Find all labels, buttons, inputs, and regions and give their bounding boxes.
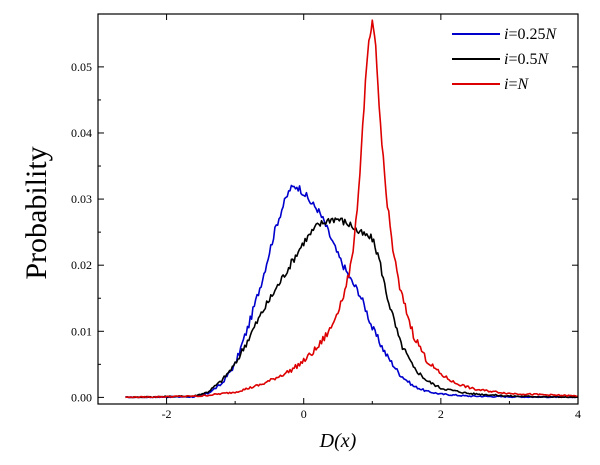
y-axis-title: Probability xyxy=(20,146,53,279)
y-tick-label: 0.02 xyxy=(71,258,92,272)
series-lines xyxy=(125,19,579,399)
legend: i=0.25N i=0.5N i=N xyxy=(452,26,557,93)
y-tick-label: 0.04 xyxy=(71,126,92,140)
series-line-1 xyxy=(125,184,579,399)
legend-label-1: i=0.25N xyxy=(504,26,557,43)
x-tick-label: 4 xyxy=(575,407,581,421)
legend-label-3: i=N xyxy=(504,76,529,93)
y-tick-label: 0.03 xyxy=(71,192,92,206)
series-line-2 xyxy=(125,217,579,399)
x-tick-label: 2 xyxy=(438,407,444,421)
x-axis-title: D(x) xyxy=(319,430,357,452)
x-tick-label: -2 xyxy=(162,407,172,421)
y-tick-label: 0.00 xyxy=(71,390,92,404)
legend-label-2: i=0.5N xyxy=(504,51,549,68)
y-tick-label: 0.05 xyxy=(71,60,92,74)
plot-frame xyxy=(97,13,579,405)
y-tick-label: 0.01 xyxy=(71,324,92,338)
x-tick-label: 0 xyxy=(301,407,307,421)
axes: -2 0 2 4 0.00 0.01 0.02 0.03 0.04 0.05 xyxy=(71,13,581,421)
series-line-3 xyxy=(125,19,579,399)
